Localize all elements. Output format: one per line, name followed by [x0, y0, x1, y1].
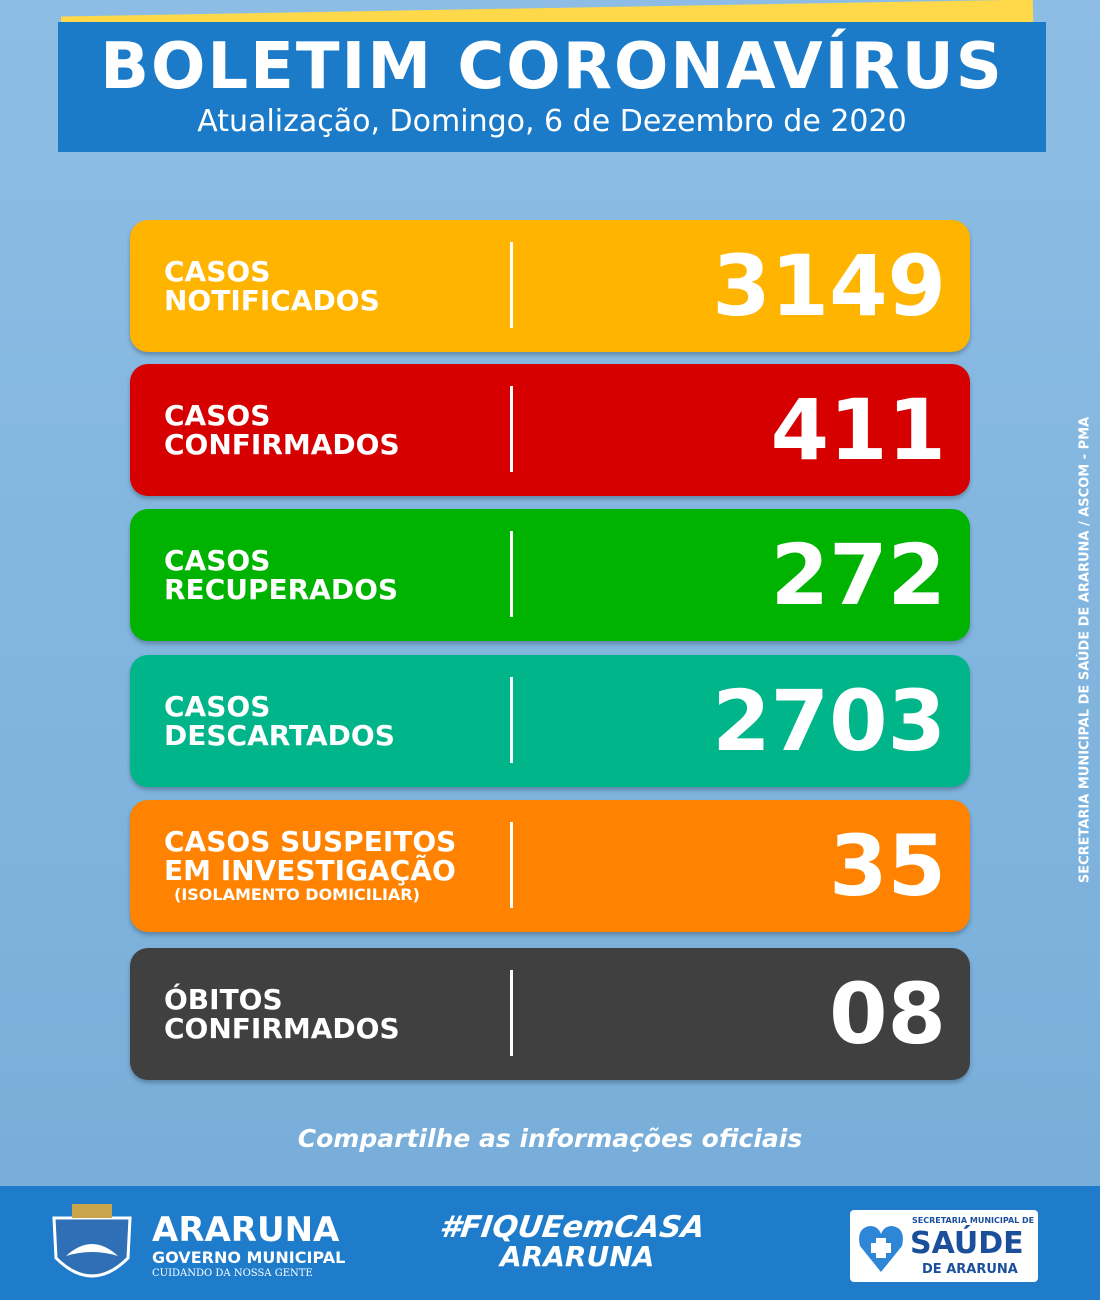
label-line: CASOS SUSPEITOS — [164, 825, 457, 858]
header-box — [58, 22, 1046, 152]
share-text: Compartilhe as informações oficiais — [297, 1124, 803, 1153]
label-line: RECUPERADOS — [164, 573, 399, 606]
health-line1: SECRETARIA MUNICIPAL DE — [912, 1216, 1035, 1225]
hashtag-line2: ARARUNA — [500, 1240, 655, 1273]
divider — [510, 531, 513, 617]
stat-card: CASOS DESCARTADOS 2703 — [130, 655, 970, 787]
stat-value: 3149 — [712, 237, 946, 335]
label-line: DESCARTADOS — [164, 719, 395, 752]
stat-value: 08 — [829, 965, 946, 1063]
label-line: EM INVESTIGAÇÃO — [164, 854, 456, 887]
label-line: CASOS — [164, 399, 271, 432]
divider — [510, 822, 513, 908]
stat-value: 35 — [829, 817, 946, 915]
city-name: ARARUNA — [152, 1210, 340, 1250]
label-line: CONFIRMADOS — [164, 1012, 400, 1045]
stat-label: CASOS NOTIFICADOS — [164, 220, 380, 352]
divider — [510, 970, 513, 1056]
stat-label: CASOS RECUPERADOS — [164, 509, 398, 641]
stat-value: 411 — [770, 381, 946, 479]
label-line: ÓBITOS — [164, 983, 283, 1016]
label-line: NOTIFICADOS — [164, 284, 380, 317]
label-line: CASOS — [164, 690, 271, 723]
stat-card: CASOS SUSPEITOS EM INVESTIGAÇÃO (ISOLAMENT… — [130, 800, 970, 932]
divider — [510, 386, 513, 472]
stat-label: CASOS CONFIRMADOS — [164, 364, 400, 496]
health-line3: DE ARARUNA — [922, 1262, 1018, 1277]
city-line2: CUIDANDO DA NOSSA GENTE — [152, 1268, 313, 1279]
stat-card: CASOS NOTIFICADOS 3149 — [130, 220, 970, 352]
stat-card: CASOS RECUPERADOS 272 — [130, 509, 970, 641]
health-icon — [859, 1226, 903, 1272]
health-line2: SAÚDE — [910, 1226, 1024, 1261]
label-line: CASOS — [164, 544, 271, 577]
stat-value: 272 — [770, 526, 946, 624]
stat-label: CASOS DESCARTADOS — [164, 655, 395, 787]
crest — [52, 1204, 132, 1278]
label-note: (ISOLAMENTO DOMICILIAR) — [174, 885, 420, 904]
label-line: CONFIRMADOS — [164, 428, 400, 461]
city-line1: GOVERNO MUNICIPAL — [152, 1248, 346, 1267]
stat-label: ÓBITOS CONFIRMADOS — [164, 948, 400, 1080]
side-text: SECRETARIA MUNICIPAL DE SAÚDE DE ARARUNA… — [1077, 416, 1093, 884]
stat-label: CASOS SUSPEITOS EM INVESTIGAÇÃO (ISOLAMENT… — [164, 800, 456, 932]
divider — [510, 242, 513, 328]
subtitle: Atualização, Domingo, 6 de Dezembro de 2… — [197, 104, 907, 139]
title: BOLETIM CORONAVÍRUS — [100, 30, 1004, 104]
stat-card: CASOS CONFIRMADOS 411 — [130, 364, 970, 496]
stat-value: 2703 — [712, 672, 946, 770]
divider — [510, 677, 513, 763]
stat-card: ÓBITOS CONFIRMADOS 08 — [130, 948, 970, 1080]
label-line: CASOS — [164, 255, 271, 288]
